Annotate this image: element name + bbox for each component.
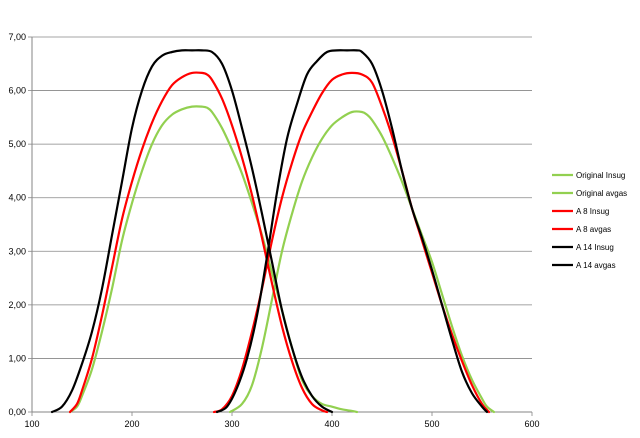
- x-tick-label: 100: [24, 419, 39, 429]
- y-tick-label: 2,00: [8, 300, 26, 310]
- y-tick-label: 0,00: [8, 407, 26, 417]
- x-tick-label: 400: [324, 419, 339, 429]
- y-tick-label: 1,00: [8, 353, 26, 363]
- series-line-a-14-insug: [50, 49, 334, 414]
- x-axis-tick-labels: 100 200 300 400 500 600: [24, 419, 539, 429]
- y-tick-label: 7,00: [8, 32, 26, 42]
- x-tick-label: 600: [524, 419, 539, 429]
- legend-label-a-14-insug: A 14 Insug: [576, 243, 614, 252]
- axes: [28, 36, 533, 416]
- y-tick-label: 4,00: [8, 193, 26, 203]
- series-line-a-8-avgas: [212, 71, 491, 414]
- legend-label-a-8-insug: A 8 Insug: [576, 207, 609, 216]
- series-lines: [50, 49, 496, 414]
- y-tick-label: 3,00: [8, 246, 26, 256]
- series-line-a-8-insug: [68, 71, 329, 414]
- y-axis-tick-labels: 0,00 1,00 2,00 3,00 4,00 5,00 6,00 7,00: [8, 32, 26, 417]
- x-tick-label: 200: [124, 419, 139, 429]
- x-tick-label: 300: [224, 419, 239, 429]
- legend: Original Insug Original avgas A 8 Insug A 8…: [552, 171, 627, 270]
- y-tick-label: 5,00: [8, 139, 26, 149]
- legend-label-a-14-avgas: A 14 avgas: [576, 261, 616, 270]
- legend-label-original-avgas: Original avgas: [576, 189, 627, 198]
- y-tick-label: 6,00: [8, 86, 26, 96]
- x-tick-label: 500: [424, 419, 439, 429]
- legend-label-a-8-avgas: A 8 avgas: [576, 225, 611, 234]
- legend-label-original-insug: Original Insug: [576, 171, 625, 180]
- series-line-a-14-avgas: [215, 49, 489, 414]
- series-line-original-avgas: [228, 110, 496, 414]
